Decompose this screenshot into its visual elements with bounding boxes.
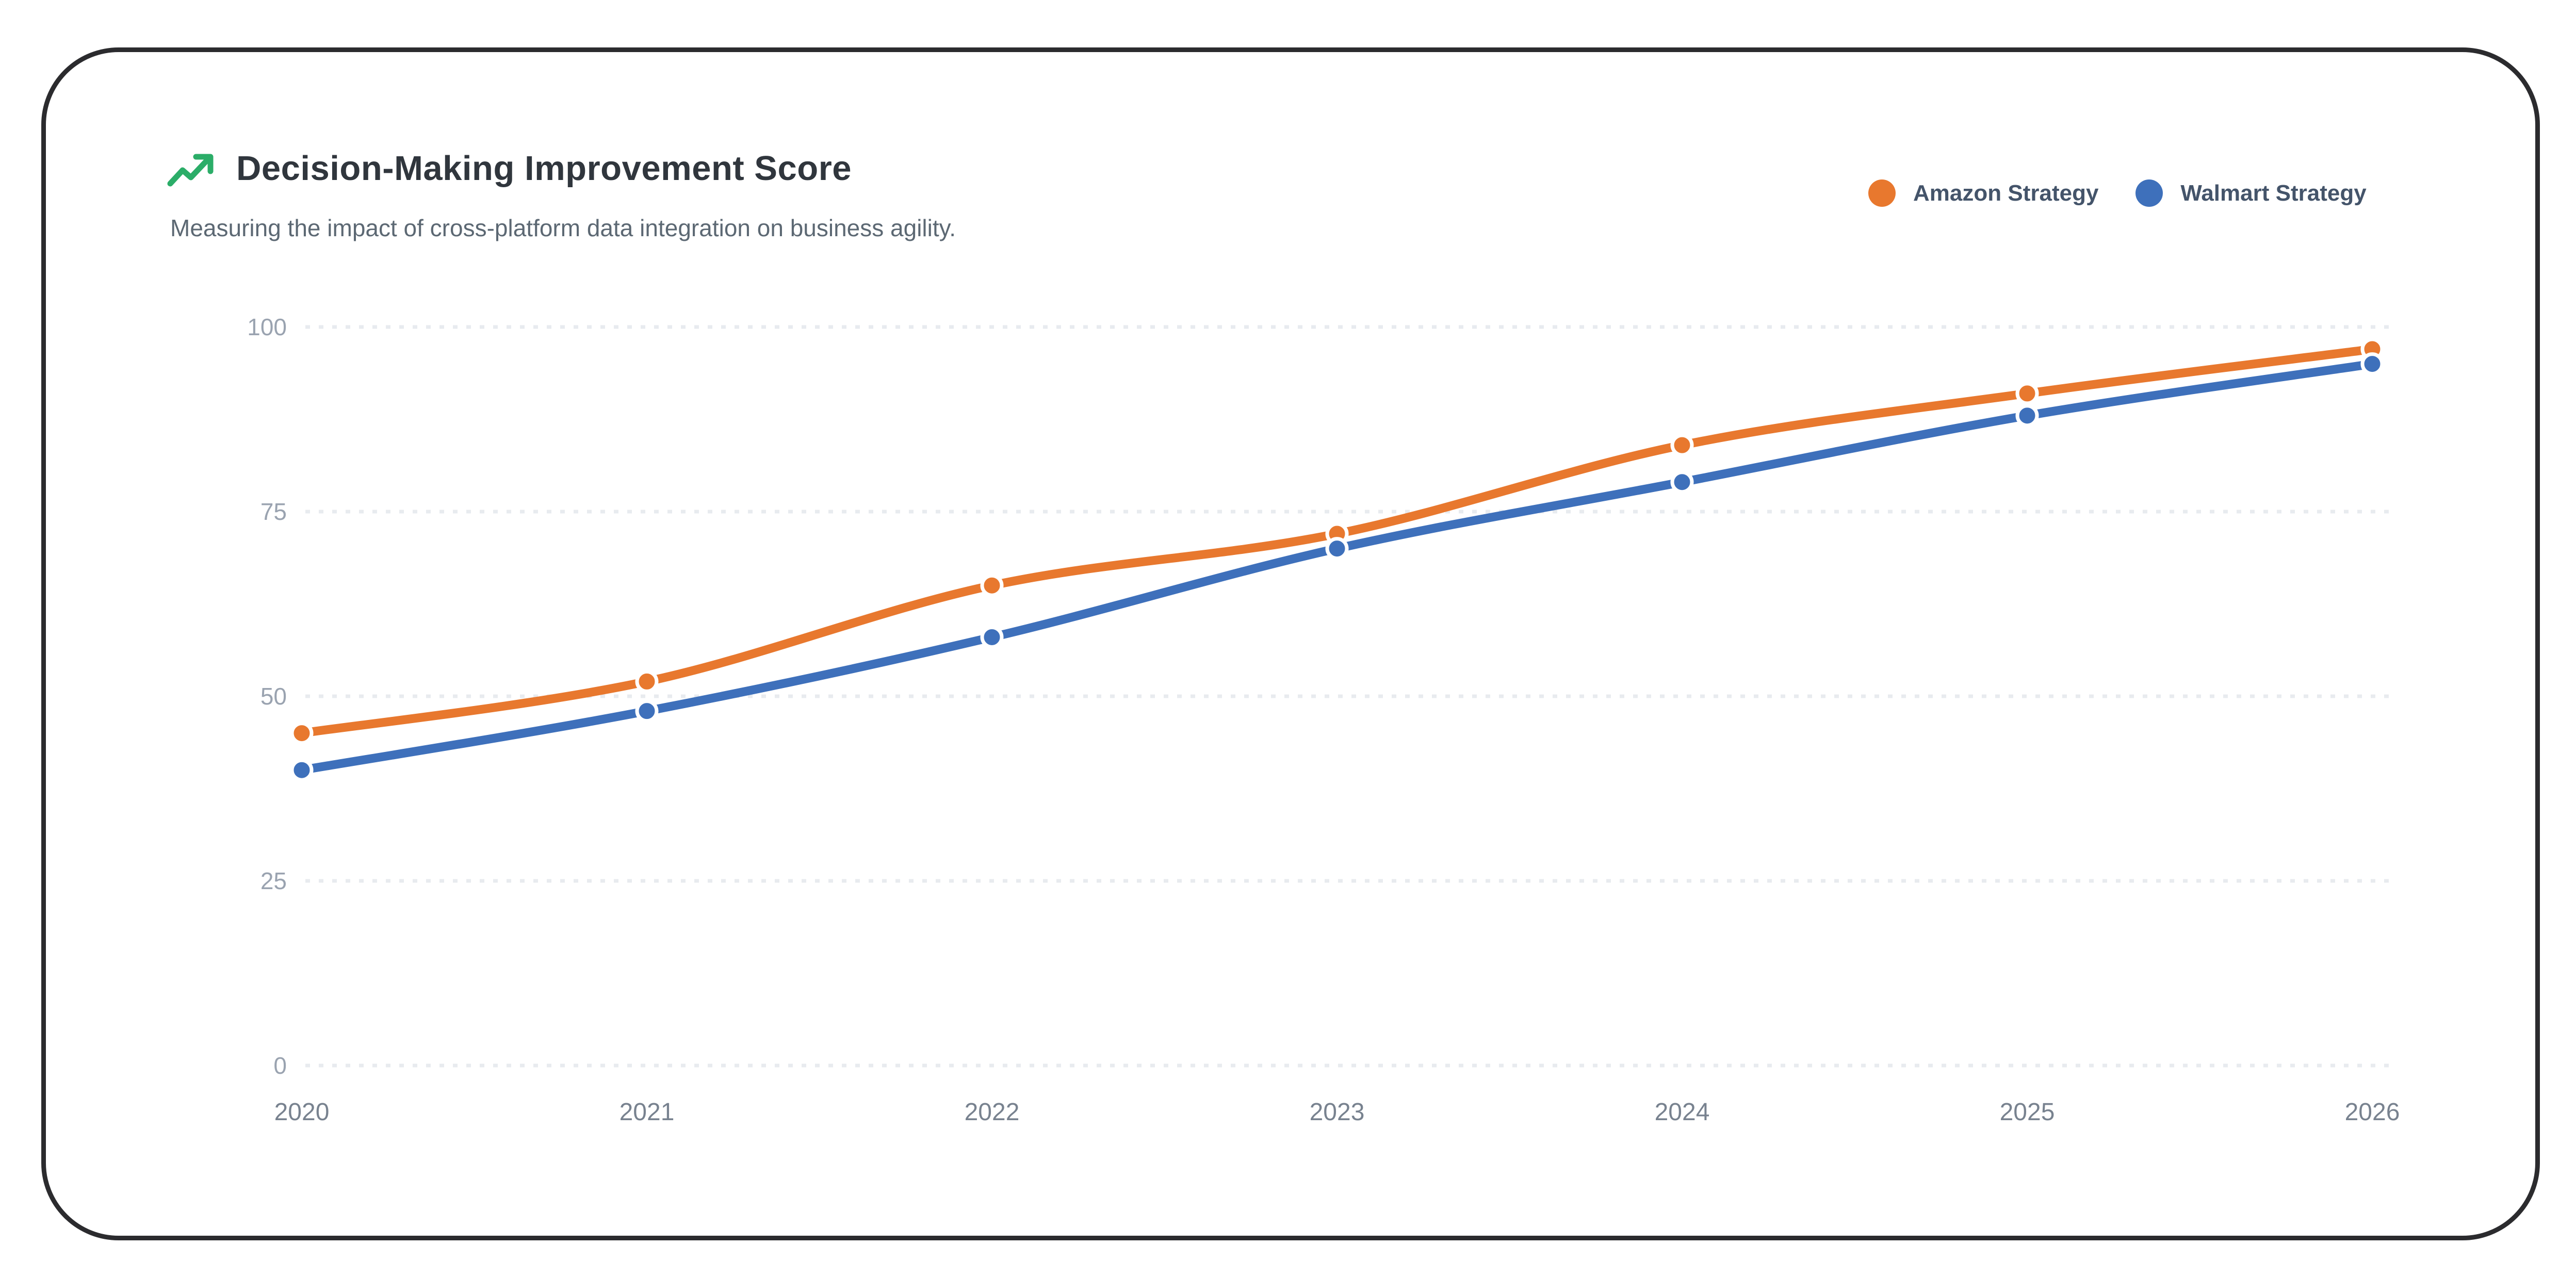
- walmart-strategy-data-point[interactable]: [635, 699, 659, 723]
- legend: Amazon Strategy Walmart Strategy: [1868, 179, 2367, 207]
- walmart-strategy-data-point[interactable]: [980, 625, 1004, 649]
- legend-label-walmart: Walmart Strategy: [2180, 180, 2367, 206]
- legend-item-walmart[interactable]: Walmart Strategy: [2135, 179, 2367, 207]
- legend-item-amazon[interactable]: Amazon Strategy: [1868, 179, 2098, 207]
- chart-subtitle: Measuring the impact of cross-platform d…: [170, 215, 956, 241]
- walmart-strategy-data-point[interactable]: [2015, 404, 2039, 428]
- y-tick-label: 75: [260, 498, 287, 525]
- y-tick-label: 0: [273, 1052, 287, 1079]
- trending-up-icon: [166, 150, 216, 190]
- x-tick-label: 2025: [2000, 1099, 2055, 1126]
- walmart-strategy-data-point[interactable]: [2360, 352, 2384, 376]
- walmart-strategy-data-point[interactable]: [1670, 470, 1694, 494]
- x-tick-label: 2026: [2345, 1099, 2400, 1126]
- amazon-strategy-data-point[interactable]: [2015, 382, 2039, 405]
- walmart-strategy-data-point[interactable]: [1325, 537, 1349, 561]
- walmart-strategy-line: [297, 359, 2377, 775]
- x-tick-label: 2024: [1655, 1099, 1710, 1126]
- x-tick-label: 2023: [1310, 1099, 1365, 1126]
- y-tick-label: 100: [247, 314, 287, 340]
- amazon-strategy-data-point[interactable]: [635, 669, 659, 693]
- x-tick-label: 2020: [274, 1099, 330, 1126]
- amazon-strategy-data-point[interactable]: [1670, 433, 1694, 457]
- x-tick-label: 2021: [619, 1099, 675, 1126]
- walmart-strategy-data-point[interactable]: [290, 758, 314, 782]
- chart-title: Decision-Making Improvement Score: [236, 149, 852, 188]
- chart-card: [41, 47, 2540, 1240]
- legend-dot-walmart: [2135, 179, 2163, 207]
- y-tick-label: 50: [260, 683, 287, 710]
- legend-dot-amazon: [1868, 179, 1896, 207]
- legend-label-amazon: Amazon Strategy: [1913, 180, 2099, 206]
- amazon-strategy-data-point[interactable]: [290, 722, 314, 745]
- x-tick-label: 2022: [965, 1099, 1020, 1126]
- amazon-strategy-data-point[interactable]: [980, 574, 1004, 597]
- y-tick-label: 25: [260, 867, 287, 894]
